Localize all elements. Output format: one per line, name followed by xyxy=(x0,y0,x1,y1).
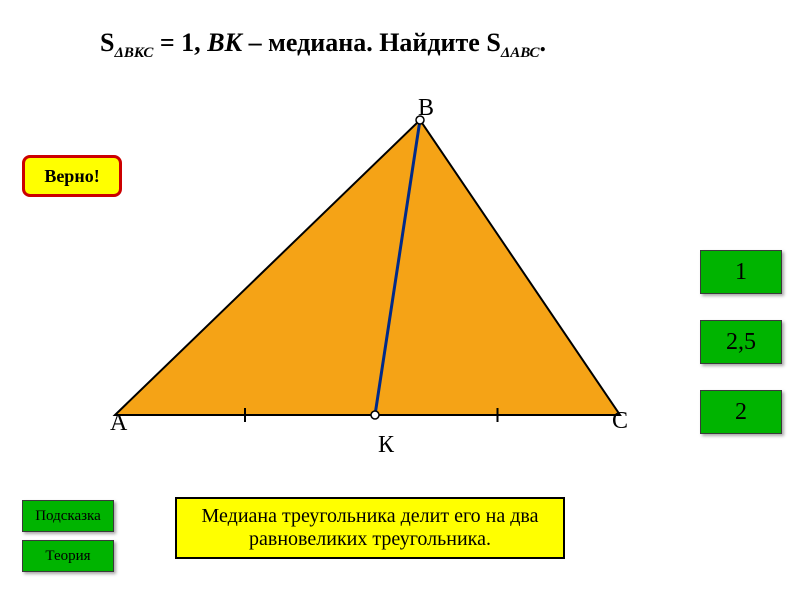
answer-2p5-button[interactable]: 2,5 xyxy=(700,320,782,364)
title-eq: = 1, xyxy=(153,28,207,57)
label-a: А xyxy=(110,410,127,437)
hint-button[interactable]: Подсказка xyxy=(22,500,114,532)
answer-2p5-label: 2,5 xyxy=(726,329,756,356)
label-c: С xyxy=(612,408,628,435)
answer-1-label: 1 xyxy=(735,259,747,286)
title-s1: S xyxy=(100,28,114,57)
answer-2-label: 2 xyxy=(735,399,747,426)
title-dot: . xyxy=(540,28,547,57)
label-b: В xyxy=(418,95,434,122)
answer-2-button[interactable]: 2 xyxy=(700,390,782,434)
dot-k xyxy=(371,411,379,419)
median-rule-text: Медиана треугольника делит его на два ра… xyxy=(183,505,557,551)
title-sub2: ΔАВС xyxy=(501,45,540,61)
answer-1-button[interactable]: 1 xyxy=(700,250,782,294)
title-sub1: ΔВКС xyxy=(114,45,153,61)
title-s2: S xyxy=(486,28,500,57)
problem-statement: SΔВКС = 1, ВК – медиана. Найдите SΔАВС. xyxy=(100,28,546,62)
title-bk: ВК xyxy=(207,28,242,57)
label-k: К xyxy=(378,432,394,459)
title-median: – медиана. Найдите xyxy=(242,28,486,57)
theory-button[interactable]: Теория xyxy=(22,540,114,572)
triangle-diagram xyxy=(100,95,660,455)
triangle-abc xyxy=(115,120,620,415)
hint-label: Подсказка xyxy=(35,508,101,525)
correct-label: Верно! xyxy=(44,166,99,187)
theory-label: Теория xyxy=(45,548,90,565)
median-rule-box: Медиана треугольника делит его на два ра… xyxy=(175,497,565,559)
